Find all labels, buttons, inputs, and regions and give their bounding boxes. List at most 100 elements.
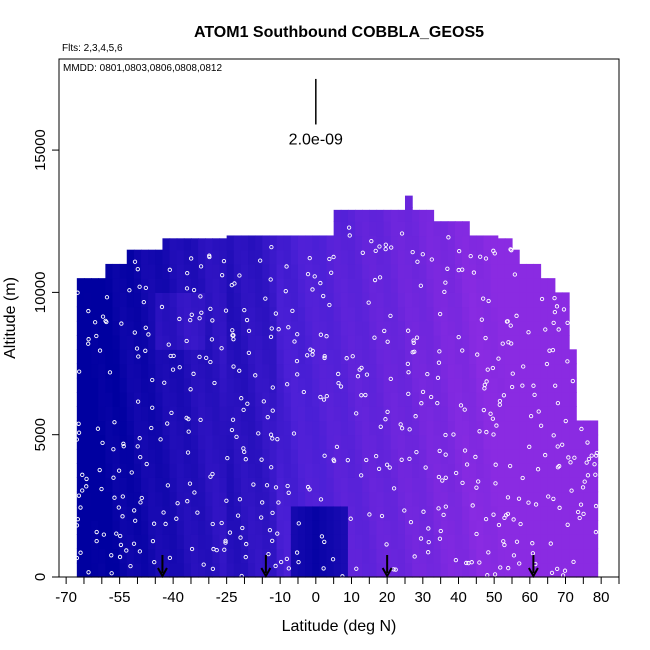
- heatmap-cell: [112, 335, 121, 350]
- heatmap-cell: [183, 292, 192, 308]
- heatmap-cell: [447, 562, 456, 578]
- heatmap-cell: [561, 520, 570, 535]
- heatmap-cell: [226, 249, 235, 265]
- observation-point: [276, 327, 281, 332]
- heatmap-cell: [133, 434, 142, 450]
- heatmap-cell: [569, 534, 577, 550]
- heatmap-cell: [205, 520, 213, 535]
- observation-point: [593, 503, 599, 509]
- heatmap-cell: [212, 406, 221, 422]
- heatmap-cell: [483, 335, 492, 350]
- heatmap-cell: [155, 463, 164, 478]
- heatmap-cell: [198, 491, 206, 507]
- observation-point: [526, 330, 531, 335]
- heatmap-cell: [369, 209, 378, 222]
- observation-point: [369, 238, 374, 244]
- heatmap-cell: [362, 349, 370, 365]
- heatmap-cell: [176, 562, 185, 578]
- heatmap-cell: [119, 349, 128, 365]
- observation-point: [118, 533, 123, 539]
- heatmap-cell: [83, 448, 92, 464]
- heatmap-cell: [340, 263, 349, 279]
- observation-point: [121, 441, 126, 446]
- heatmap-cell: [504, 520, 513, 535]
- heatmap-cell: [297, 534, 306, 550]
- heatmap-cell: [447, 477, 456, 493]
- heatmap-cell: [340, 548, 349, 564]
- heatmap-cell: [176, 335, 185, 350]
- heatmap-cell: [554, 463, 563, 478]
- heatmap-cell: [490, 335, 499, 350]
- heatmap-cell: [369, 420, 378, 436]
- heatmap-cell: [533, 278, 542, 293]
- heatmap-cell: [440, 491, 449, 507]
- heatmap-cell: [326, 392, 335, 407]
- heatmap-cell: [255, 335, 263, 350]
- heatmap-cell: [212, 491, 221, 507]
- heatmap-cell: [497, 448, 506, 464]
- x-tick-label: -55: [109, 589, 131, 606]
- heatmap-cell: [590, 505, 599, 521]
- heatmap-cell: [162, 335, 171, 350]
- heatmap-cell: [376, 292, 385, 308]
- observation-point: [135, 444, 140, 449]
- heatmap-cell: [248, 520, 256, 535]
- heatmap-cell: [183, 520, 192, 535]
- heatmap-cell: [148, 278, 156, 293]
- observation-point: [294, 358, 300, 364]
- heatmap-cell: [141, 306, 149, 322]
- heatmap-cell: [119, 263, 128, 279]
- observation-point: [199, 310, 204, 315]
- observation-point: [195, 510, 200, 515]
- observation-point: [436, 474, 442, 480]
- heatmap-cell: [98, 306, 106, 322]
- heatmap-cell: [226, 562, 235, 578]
- heatmap-cell: [462, 292, 470, 308]
- heatmap-cell: [183, 392, 192, 407]
- observation-point: [483, 256, 489, 261]
- heatmap-cell: [312, 548, 320, 564]
- heatmap-cell: [376, 349, 385, 365]
- heatmap-cell: [219, 349, 228, 365]
- heatmap-cell: [226, 320, 235, 336]
- heatmap-cell: [212, 562, 221, 578]
- heatmap-cell: [561, 505, 570, 521]
- observation-point: [383, 246, 388, 252]
- heatmap-cell: [355, 434, 363, 450]
- heatmap-cell: [205, 306, 213, 322]
- heatmap-cell: [155, 306, 164, 322]
- heatmap-cell: [497, 392, 506, 407]
- heatmap-cell: [198, 463, 206, 478]
- heatmap-cell: [547, 335, 556, 350]
- heatmap-cell: [390, 349, 399, 365]
- observation-point: [284, 382, 290, 387]
- observation-point: [268, 277, 273, 282]
- heatmap-cell: [219, 335, 228, 350]
- heatmap-cell: [554, 548, 563, 564]
- observation-point: [535, 467, 541, 472]
- heatmap-cell: [469, 377, 477, 393]
- heatmap-cell: [183, 278, 192, 293]
- heatmap-cell: [141, 534, 149, 550]
- observation-point: [74, 437, 80, 442]
- heatmap-cell: [397, 278, 406, 293]
- heatmap-cell: [412, 221, 420, 237]
- heatmap-cell: [76, 278, 85, 293]
- heatmap-cell: [248, 292, 256, 308]
- observation-point: [269, 465, 274, 470]
- heatmap-cell: [462, 349, 470, 365]
- heatmap-cell: [133, 320, 142, 336]
- heatmap-cell: [426, 434, 435, 450]
- observation-point: [379, 513, 385, 519]
- heatmap-cell: [133, 562, 142, 578]
- heatmap-cell: [362, 292, 370, 308]
- heatmap-cell: [547, 420, 556, 436]
- heatmap-cell: [255, 235, 263, 251]
- heatmap-cell: [169, 520, 178, 535]
- observation-point: [593, 453, 599, 458]
- heatmap-cell: [433, 292, 442, 308]
- heatmap-cell: [561, 562, 570, 578]
- heatmap-cell: [440, 406, 449, 422]
- heatmap-cell: [397, 363, 406, 379]
- heatmap-cell: [155, 320, 164, 336]
